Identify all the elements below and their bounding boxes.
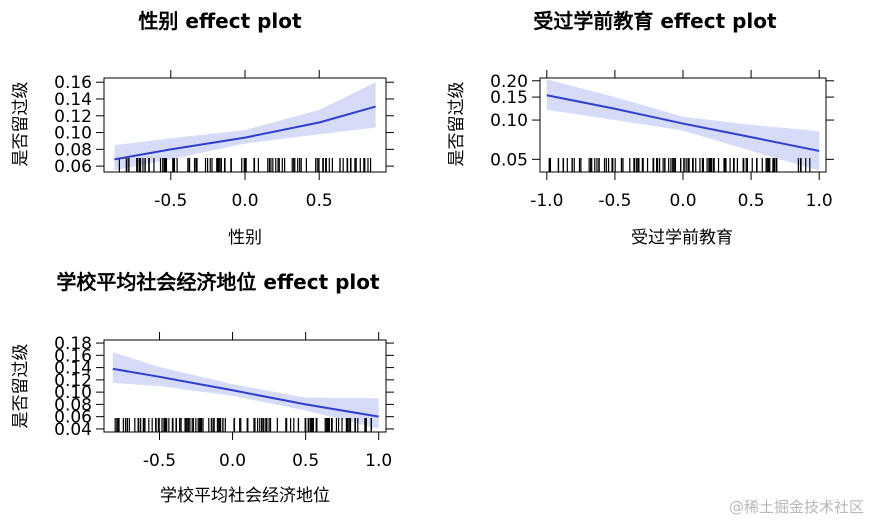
x-tick-label: 0.0 [669,191,696,211]
x-tick-label: 0.5 [306,191,333,211]
preschool-effect-plot-panel: 受过学前教育 effect plot 受过学前教育 是否留过级 -1.0 -0.5… [447,9,834,248]
y-tick-label: 0.10 [490,111,528,131]
y-tick-label: 0.05 [490,150,528,170]
x-tick-label: 1.0 [365,451,392,471]
confidence-band [113,352,379,429]
x-axis-label: 学校平均社会经济地位 [160,486,330,506]
x-tick-label: -0.5 [143,451,176,471]
effect-line [547,95,819,151]
watermark-text: @稀土掘金技术社区 [729,498,864,516]
x-tick-label: -0.5 [154,191,187,211]
x-axis-label: 性别 [228,228,262,248]
x-tick-label: -0.5 [598,191,631,211]
y-tick-label: 0.06 [54,157,92,177]
confidence-band [114,82,375,170]
y-axis-label: 是否留过级 [447,82,467,167]
y-tick-label: 0.08 [54,395,92,415]
school-ses-effect-plot-panel: 学校平均社会经济地位 effect plot 学校平均社会经济地位 是否留过级 … [11,270,394,506]
chart-title: 学校平均社会经济地位 effect plot [56,270,380,294]
y-tick-label: 0.04 [54,420,92,440]
y-tick-label: 0.16 [54,346,92,366]
y-axis-label: 是否留过级 [11,82,31,167]
x-tick-label: 0.0 [231,191,258,211]
x-tick-label: 1.0 [806,191,833,211]
effect-line [113,369,379,417]
x-axis-label: 受过学前教育 [631,228,733,248]
x-tick-label: 0.0 [219,451,246,471]
chart-title: 性别 effect plot [138,9,302,33]
gender-effect-plot-panel: 性别 effect plot 性别 是否留过级 -0.5 0.0 0.50.160.… [11,9,394,248]
x-tick-label: 0.5 [738,191,765,211]
x-tick-label: 0.5 [292,451,319,471]
chart-title: 受过学前教育 effect plot [533,9,777,33]
confidence-band [547,79,819,170]
x-tick-label: -1.0 [530,191,563,211]
y-tick-label: 0.12 [54,371,92,391]
y-axis-label: 是否留过级 [11,344,31,429]
y-tick-label: 0.15 [490,88,528,108]
